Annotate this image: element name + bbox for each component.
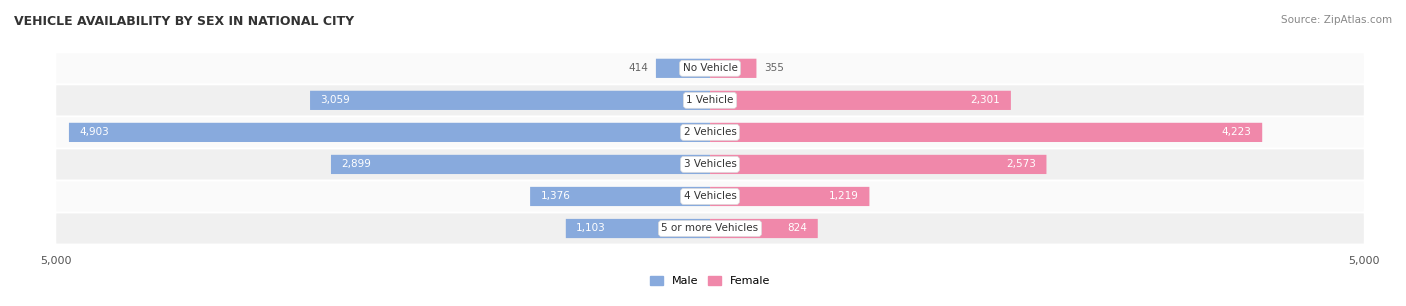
FancyBboxPatch shape — [710, 91, 1011, 110]
FancyBboxPatch shape — [56, 181, 1364, 211]
Text: 2,573: 2,573 — [1007, 159, 1036, 170]
Text: 1,376: 1,376 — [540, 192, 571, 201]
Text: 4,903: 4,903 — [79, 127, 110, 137]
FancyBboxPatch shape — [311, 91, 710, 110]
FancyBboxPatch shape — [56, 117, 1364, 147]
FancyBboxPatch shape — [710, 219, 818, 238]
Text: 1 Vehicle: 1 Vehicle — [686, 95, 734, 105]
FancyBboxPatch shape — [710, 187, 869, 206]
Text: 4,223: 4,223 — [1222, 127, 1251, 137]
FancyBboxPatch shape — [710, 123, 1263, 142]
Text: 2,301: 2,301 — [970, 95, 1001, 105]
FancyBboxPatch shape — [56, 85, 1364, 115]
Text: 3,059: 3,059 — [321, 95, 350, 105]
Text: 4 Vehicles: 4 Vehicles — [683, 192, 737, 201]
Text: Source: ZipAtlas.com: Source: ZipAtlas.com — [1281, 15, 1392, 25]
FancyBboxPatch shape — [330, 155, 710, 174]
Text: 3 Vehicles: 3 Vehicles — [683, 159, 737, 170]
Text: 2 Vehicles: 2 Vehicles — [683, 127, 737, 137]
Text: 414: 414 — [628, 63, 648, 73]
FancyBboxPatch shape — [710, 59, 756, 78]
FancyBboxPatch shape — [655, 59, 710, 78]
FancyBboxPatch shape — [710, 155, 1046, 174]
Text: No Vehicle: No Vehicle — [682, 63, 738, 73]
Text: 1,219: 1,219 — [830, 192, 859, 201]
FancyBboxPatch shape — [56, 149, 1364, 180]
Text: 824: 824 — [787, 223, 807, 233]
Text: 2,899: 2,899 — [342, 159, 371, 170]
FancyBboxPatch shape — [565, 219, 710, 238]
FancyBboxPatch shape — [69, 123, 710, 142]
FancyBboxPatch shape — [56, 53, 1364, 83]
Legend: Male, Female: Male, Female — [645, 271, 775, 290]
Text: 5 or more Vehicles: 5 or more Vehicles — [661, 223, 759, 233]
FancyBboxPatch shape — [56, 214, 1364, 244]
Text: 1,103: 1,103 — [576, 223, 606, 233]
Text: VEHICLE AVAILABILITY BY SEX IN NATIONAL CITY: VEHICLE AVAILABILITY BY SEX IN NATIONAL … — [14, 15, 354, 28]
FancyBboxPatch shape — [530, 187, 710, 206]
Text: 355: 355 — [765, 63, 785, 73]
